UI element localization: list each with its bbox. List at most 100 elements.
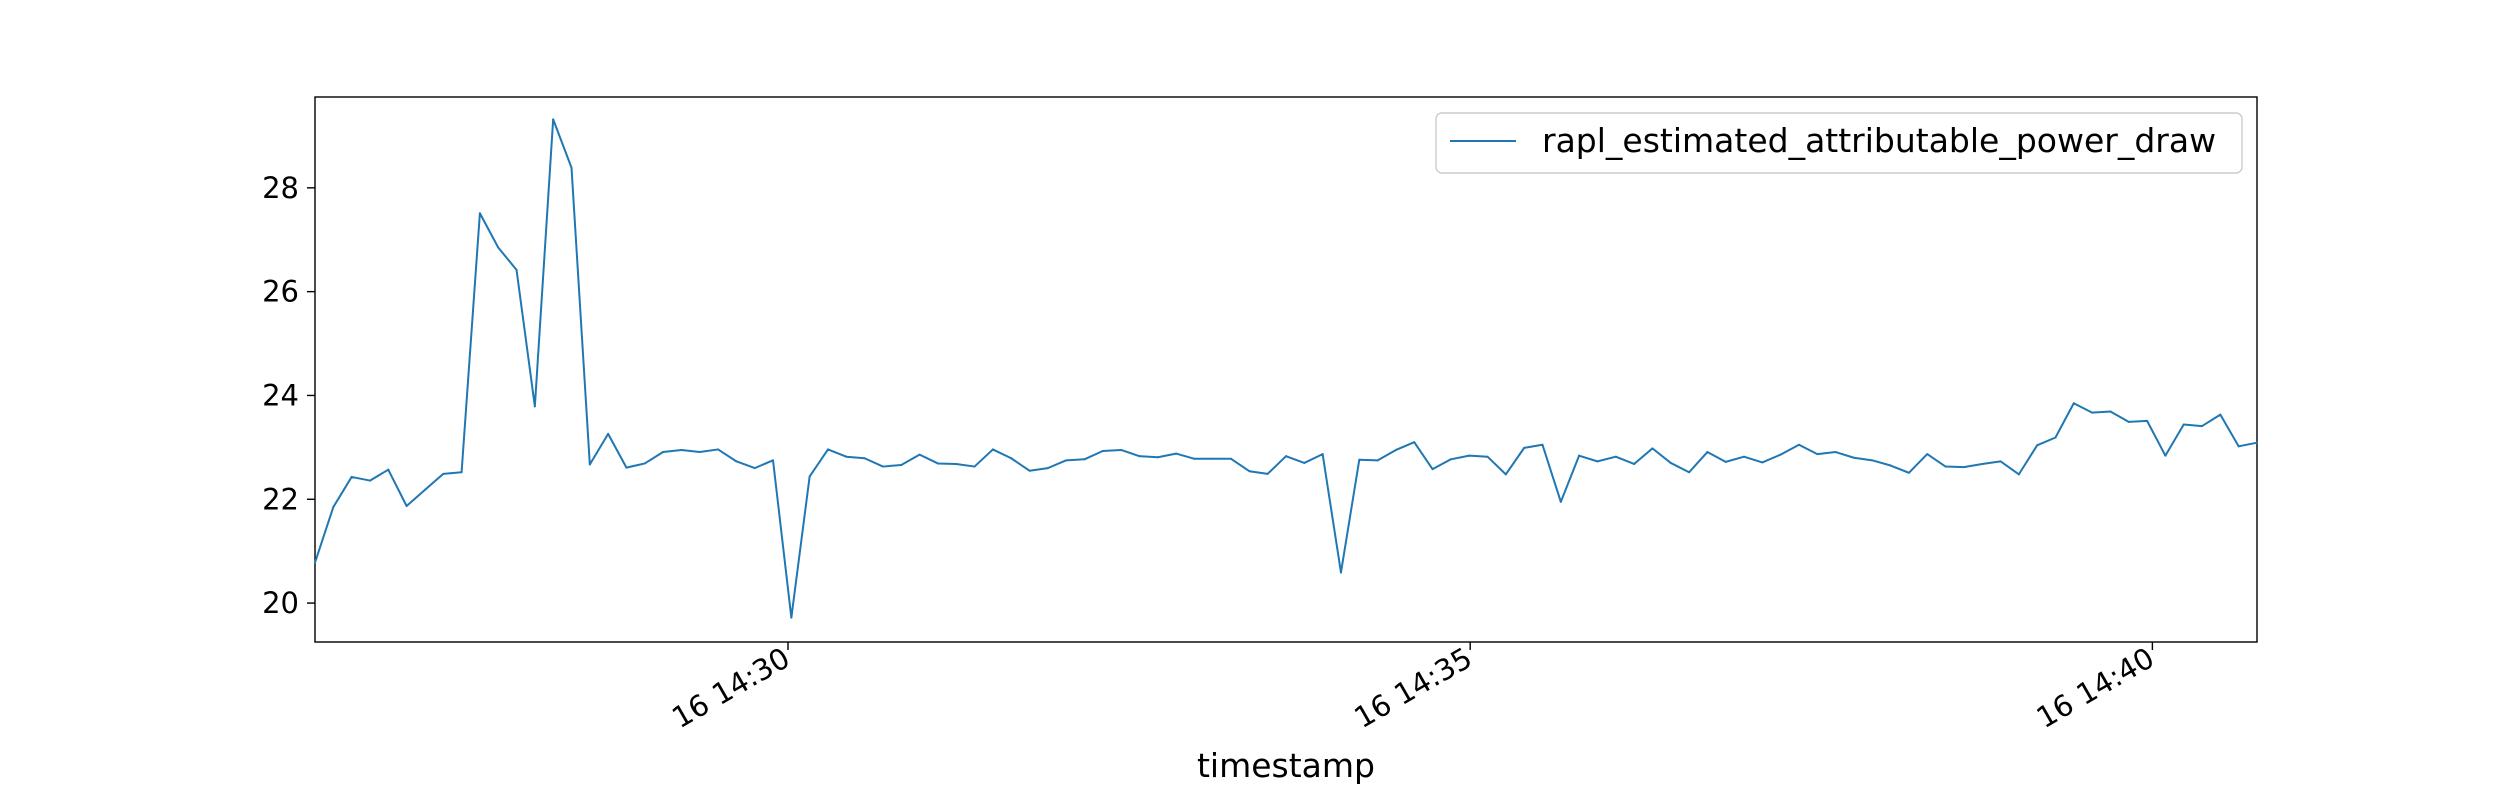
legend: rapl_estimated_attributable_power_draw — [1435, 112, 2243, 174]
data-point — [2127, 420, 2130, 423]
plot-frame — [314, 96, 2258, 643]
data-point — [1303, 461, 1306, 464]
data-point — [680, 448, 683, 451]
data-point — [2054, 436, 2057, 439]
data-point — [1706, 451, 1709, 454]
data-point — [1504, 473, 1507, 476]
data-point — [936, 462, 939, 465]
data-point — [2164, 454, 2167, 457]
y-axis: 20 22 24 26 28 — [262, 171, 315, 620]
data-point — [1358, 458, 1361, 461]
x-axis: 16 14:30 16 14:35 16 14:40 — [666, 641, 2160, 735]
data-point — [918, 453, 921, 456]
data-point — [1010, 457, 1013, 460]
x-tick-label: 16 14:40 — [2031, 641, 2160, 735]
data-point — [1431, 468, 1434, 471]
data-point — [570, 166, 573, 169]
y-tick-label: 24 — [262, 378, 299, 412]
data-point — [735, 460, 738, 463]
data-point — [1633, 462, 1636, 465]
data-point — [2109, 410, 2112, 413]
data-point — [845, 455, 848, 458]
data-point — [588, 463, 591, 466]
data-point — [1065, 459, 1068, 462]
data-point — [1046, 467, 1049, 470]
data-point — [1962, 466, 1965, 469]
data-point — [478, 212, 481, 215]
data-point — [1724, 460, 1727, 463]
data-point — [1468, 454, 1471, 457]
data-point — [772, 459, 775, 462]
series-layer — [314, 118, 2258, 619]
data-point — [991, 448, 994, 451]
data-point — [368, 479, 371, 482]
data-point — [1028, 469, 1031, 472]
data-point — [1175, 452, 1178, 455]
data-point — [1394, 448, 1397, 451]
data-point — [826, 448, 829, 451]
data-point — [2237, 445, 2240, 448]
data-point — [1743, 455, 1746, 458]
data-point — [533, 405, 536, 408]
data-point — [2017, 473, 2020, 476]
data-point — [1120, 448, 1123, 451]
data-point — [863, 457, 866, 460]
data-point — [515, 268, 518, 271]
x-tick-label: 16 14:30 — [666, 641, 795, 735]
data-point — [552, 118, 555, 121]
data-point — [1156, 456, 1159, 459]
x-tick-label: 16 14:35 — [1348, 641, 1477, 735]
data-point — [497, 246, 500, 249]
data-point — [955, 462, 958, 465]
data-point — [1999, 460, 2002, 463]
data-point — [1944, 465, 1947, 468]
data-point — [607, 432, 610, 435]
data-point — [698, 451, 701, 454]
data-point — [808, 475, 811, 478]
data-point — [1889, 464, 1892, 467]
data-point — [643, 462, 646, 465]
data-point — [1376, 459, 1379, 462]
data-point — [1852, 456, 1855, 459]
data-point — [2036, 444, 2039, 447]
data-point — [1578, 454, 1581, 457]
data-point — [1101, 449, 1104, 452]
data-point — [1651, 447, 1654, 450]
data-point — [1669, 461, 1672, 464]
legend-label: rapl_estimated_attributable_power_draw — [1542, 121, 2216, 160]
data-point — [332, 506, 335, 509]
data-point — [423, 488, 426, 491]
data-point — [350, 475, 353, 478]
y-tick-label: 26 — [262, 275, 299, 309]
data-point — [900, 464, 903, 466]
data-point — [1541, 443, 1544, 446]
data-point — [2072, 402, 2075, 405]
data-point — [314, 561, 316, 564]
data-point — [1248, 470, 1251, 473]
data-point — [387, 468, 390, 471]
data-point — [973, 465, 976, 468]
data-point — [1339, 571, 1342, 574]
data-point — [1486, 455, 1489, 458]
data-point — [1834, 451, 1837, 454]
data-point — [2256, 441, 2258, 444]
data-point — [1761, 461, 1764, 464]
data-point — [1138, 455, 1141, 458]
y-tick-label: 28 — [262, 171, 299, 205]
data-point — [2219, 413, 2222, 416]
data-point — [1321, 453, 1324, 456]
data-point — [1871, 459, 1874, 462]
data-point — [2201, 425, 2204, 428]
legend-box — [1435, 112, 2243, 174]
data-point — [442, 472, 445, 475]
data-point — [460, 471, 463, 474]
data-point — [1907, 471, 1910, 474]
data-point — [405, 505, 408, 508]
data-point — [1981, 462, 1984, 465]
data-point — [1926, 453, 1929, 456]
x-axis-title: timestamp — [1197, 746, 1375, 785]
data-point — [1083, 458, 1086, 461]
data-point — [1449, 458, 1452, 461]
data-point — [2091, 411, 2094, 414]
